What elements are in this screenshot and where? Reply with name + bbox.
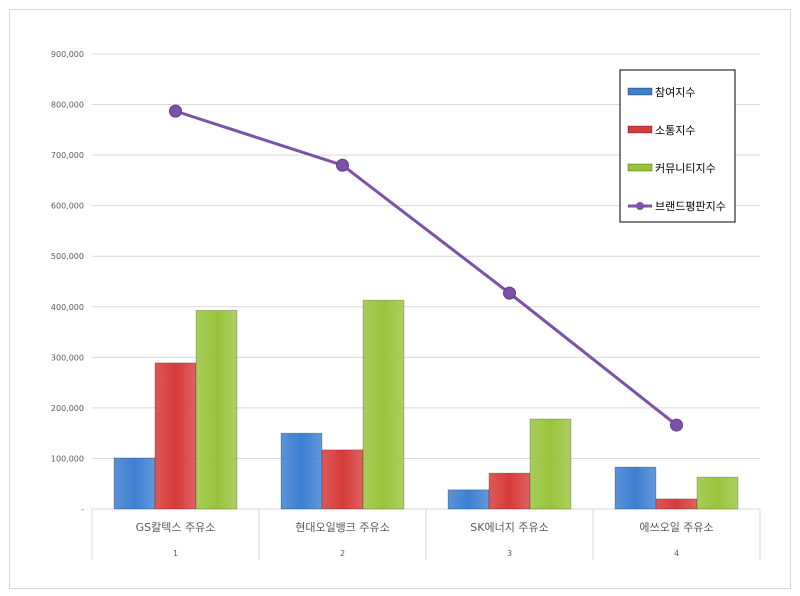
y-tick-label: 900,000: [51, 50, 84, 59]
legend-swatch: [627, 163, 653, 172]
y-tick-label: 700,000: [51, 151, 84, 160]
bar-3-3: [529, 418, 572, 510]
bar-2-4: [655, 498, 698, 510]
category-number: 4: [674, 549, 679, 558]
bar-1-2: [280, 432, 323, 510]
bar-3-1: [195, 309, 238, 510]
legend-marker: [636, 202, 644, 210]
y-tick-label: -: [81, 505, 84, 514]
line-point-1: [169, 104, 182, 118]
legend-label: 브랜드평판지수: [655, 200, 726, 213]
category-label: 에쓰오일 주유소: [639, 520, 713, 534]
legend-swatch: [627, 125, 653, 134]
line-point-2: [336, 158, 349, 172]
legend-label: 참여지수: [655, 86, 695, 99]
legend-label: 소통지수: [655, 124, 695, 137]
bar-1-3: [447, 489, 490, 510]
bar-3-4: [696, 476, 739, 510]
bar-2-1: [154, 362, 197, 510]
y-tick-label: 400,000: [51, 303, 84, 312]
line-series: [175, 109, 678, 427]
line-point-4: [670, 418, 683, 432]
line-point-3: [503, 286, 516, 300]
y-tick-label: 800,000: [51, 101, 84, 110]
y-tick-label: 200,000: [51, 404, 84, 413]
legend-box: [619, 69, 736, 223]
bar-3-2: [362, 299, 405, 510]
legend-swatch: [627, 87, 653, 96]
chart-frame: [9, 9, 791, 589]
category-label: GS칼텍스 주유소: [136, 521, 216, 534]
category-label: SK에너지 주유소: [470, 521, 548, 534]
bar-1-4: [614, 466, 657, 510]
legend-label: 커뮤니티지수: [655, 162, 716, 175]
bar-2-3: [488, 472, 531, 510]
bar-2-2: [321, 449, 364, 510]
category-number: 1: [173, 549, 178, 558]
category-number: 3: [507, 549, 512, 558]
y-tick-label: 100,000: [51, 454, 84, 463]
category-label: 현대오일뱅크 주유소: [295, 520, 390, 534]
y-tick-label: 600,000: [51, 202, 84, 211]
y-tick-label: 500,000: [51, 252, 84, 261]
y-tick-label: 300,000: [51, 353, 84, 362]
category-number: 2: [340, 549, 345, 558]
bar-1-1: [113, 457, 156, 510]
